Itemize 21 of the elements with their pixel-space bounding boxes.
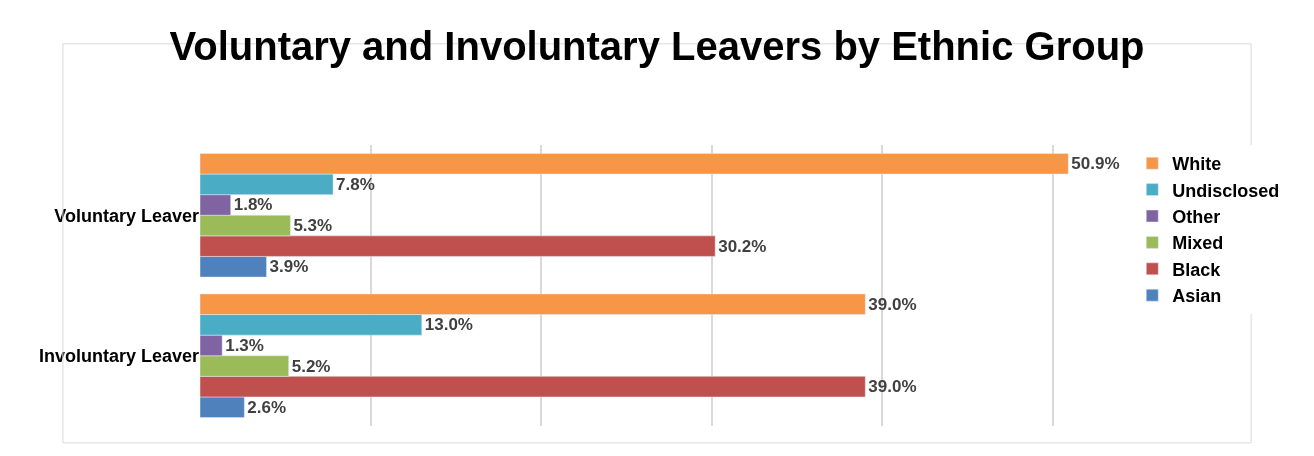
legend-label: White [1172, 154, 1222, 175]
y-tick-label: Involuntary Leaver [38, 346, 199, 367]
chart-title: Voluntary and Involuntary Leavers by Ethnic Group [169, 23, 1145, 68]
data-label: 13.0% [424, 315, 473, 335]
data-label: 2.6% [247, 397, 287, 417]
legend-label: Black [1172, 259, 1222, 280]
data-label: 1.3% [225, 335, 264, 355]
data-label: 7.8% [336, 174, 375, 194]
legend-label: Mixed [1172, 233, 1224, 254]
data-label: 50.9% [1071, 154, 1120, 174]
data-label: 39.0% [868, 377, 917, 397]
data-label: 5.3% [293, 216, 333, 236]
data-label: 3.9% [269, 257, 309, 277]
legend-label: Undisclosed [1172, 180, 1280, 201]
legend-label: Asian [1172, 286, 1222, 307]
y-tick-label: Voluntary Leaver [54, 205, 199, 226]
data-label: 30.2% [718, 236, 767, 256]
data-label: 5.2% [291, 356, 331, 376]
data-label: 1.8% [233, 195, 273, 215]
data-label: 39.0% [868, 294, 917, 314]
legend-label: Other [1172, 207, 1221, 228]
